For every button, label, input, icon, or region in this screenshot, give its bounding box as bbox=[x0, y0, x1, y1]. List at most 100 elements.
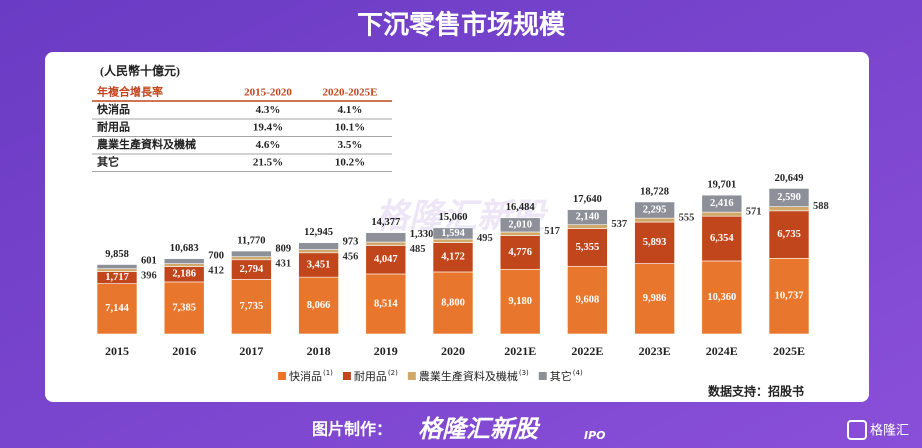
value-label: 537 bbox=[611, 219, 627, 230]
bar-segment bbox=[298, 276, 339, 335]
value-label: 1,717 bbox=[105, 272, 129, 283]
bar-segment bbox=[701, 211, 743, 217]
table-cell: 10.2% bbox=[335, 157, 365, 169]
bar-segment bbox=[567, 224, 608, 229]
value-label: 12,945 bbox=[304, 227, 333, 238]
bar-segment bbox=[298, 242, 339, 250]
x-tick-label: 2024E bbox=[706, 344, 738, 358]
bar-segment bbox=[432, 271, 474, 335]
value-label: 8,800 bbox=[441, 297, 465, 308]
legend-swatch bbox=[342, 372, 351, 380]
table-header: 2020-2025E bbox=[323, 87, 378, 99]
x-tick-label: 2015 bbox=[105, 344, 129, 358]
bar-segment bbox=[499, 235, 541, 270]
legend-note: (1) bbox=[323, 369, 333, 377]
source: 数据支持：招股书 bbox=[708, 384, 804, 399]
bar-segment bbox=[365, 241, 407, 246]
value-label: 10,683 bbox=[170, 243, 199, 254]
x-tick-label: 2017 bbox=[239, 344, 263, 358]
table-cell: 3.5% bbox=[338, 139, 363, 151]
value-label: 7,385 bbox=[172, 302, 196, 313]
table-cell: 農業生產資料及機械 bbox=[97, 137, 196, 151]
legend-swatch bbox=[278, 372, 286, 380]
value-label: 7,735 bbox=[240, 301, 264, 312]
bar-segment bbox=[365, 245, 407, 275]
value-label: 17,640 bbox=[573, 194, 602, 205]
value-label: 11,770 bbox=[237, 235, 265, 246]
value-label: 1,594 bbox=[441, 228, 465, 239]
legend-label: 快消品 bbox=[289, 369, 322, 383]
value-label: 2,140 bbox=[576, 212, 600, 223]
bar-segment bbox=[163, 258, 205, 264]
bar-segment bbox=[432, 242, 474, 273]
value-label: 3,451 bbox=[307, 259, 331, 270]
bar-segment bbox=[768, 188, 810, 207]
bar-segment bbox=[768, 210, 810, 259]
bar-segment bbox=[231, 250, 272, 258]
bar-segment bbox=[768, 258, 810, 335]
legend-label: 其它 bbox=[550, 369, 572, 383]
table-cell: 4.3% bbox=[256, 104, 281, 116]
value-label: 495 bbox=[477, 233, 493, 244]
table-header: 2015-2020 bbox=[244, 87, 292, 99]
x-tick-label: 2018 bbox=[307, 344, 331, 358]
value-label: 6,354 bbox=[710, 233, 734, 244]
legend-note: (4) bbox=[573, 369, 583, 377]
legend-note: (3) bbox=[519, 369, 529, 377]
value-label: 19,701 bbox=[707, 180, 736, 191]
value-label: 5,893 bbox=[643, 237, 667, 248]
bar-segment bbox=[634, 217, 675, 223]
x-tick-label: 2023E bbox=[639, 344, 671, 358]
bar-segment bbox=[701, 194, 743, 213]
value-label: 2,010 bbox=[508, 219, 532, 230]
value-label: 16,484 bbox=[506, 202, 536, 213]
value-label: 8,514 bbox=[374, 298, 398, 309]
value-label: 9,986 bbox=[643, 293, 667, 304]
value-label: 20,649 bbox=[775, 173, 804, 184]
brand-tag: IPO bbox=[584, 429, 606, 442]
logo-icon bbox=[847, 420, 867, 440]
brand: 格隆汇新股 bbox=[418, 415, 541, 443]
value-label: 485 bbox=[410, 244, 426, 255]
table-cell: 10.1% bbox=[335, 122, 365, 134]
x-tick-label: 2025E bbox=[773, 344, 805, 358]
bar-segment bbox=[634, 221, 675, 264]
bar-segment bbox=[96, 264, 138, 270]
value-label: 809 bbox=[275, 244, 291, 255]
value-label: 8,066 bbox=[307, 300, 331, 311]
value-label: 2,186 bbox=[172, 269, 196, 280]
legend-label: 耐用品 bbox=[354, 370, 387, 383]
title: 下沉零售市场规模 bbox=[357, 10, 566, 41]
bar-segment bbox=[163, 263, 205, 267]
bar-segment bbox=[365, 273, 407, 335]
bar-segment bbox=[298, 252, 339, 278]
value-label: 431 bbox=[275, 259, 291, 270]
table-header: 年複合增長率 bbox=[97, 85, 163, 99]
table-cell: 19.4% bbox=[253, 122, 283, 134]
value-label: 456 bbox=[343, 252, 359, 263]
value-label: 2,590 bbox=[777, 192, 801, 203]
x-tick-label: 2020 bbox=[441, 344, 465, 358]
value-label: 396 bbox=[141, 271, 157, 282]
legend-swatch bbox=[538, 372, 547, 380]
table-cell: 4.1% bbox=[338, 104, 363, 116]
value-label: 4,776 bbox=[508, 247, 532, 258]
bar-segment bbox=[701, 260, 743, 335]
legend-swatch bbox=[407, 372, 416, 380]
value-label: 14,377 bbox=[371, 217, 400, 228]
table-cell: 其它 bbox=[97, 155, 119, 169]
value-label: 6,735 bbox=[777, 229, 801, 240]
legend-note: (2) bbox=[388, 369, 398, 377]
value-label: 9,858 bbox=[105, 249, 129, 260]
bar-segment bbox=[768, 206, 810, 212]
bar-segment bbox=[432, 227, 474, 240]
value-label: 4,047 bbox=[374, 254, 398, 265]
value-label: 9,180 bbox=[508, 296, 532, 307]
value-label: 555 bbox=[679, 213, 695, 224]
bar-segment bbox=[567, 228, 608, 267]
value-label: 517 bbox=[544, 226, 560, 237]
value-label: 10,360 bbox=[707, 292, 736, 303]
x-tick-label: 2019 bbox=[374, 344, 398, 358]
bar-segment bbox=[231, 256, 272, 261]
